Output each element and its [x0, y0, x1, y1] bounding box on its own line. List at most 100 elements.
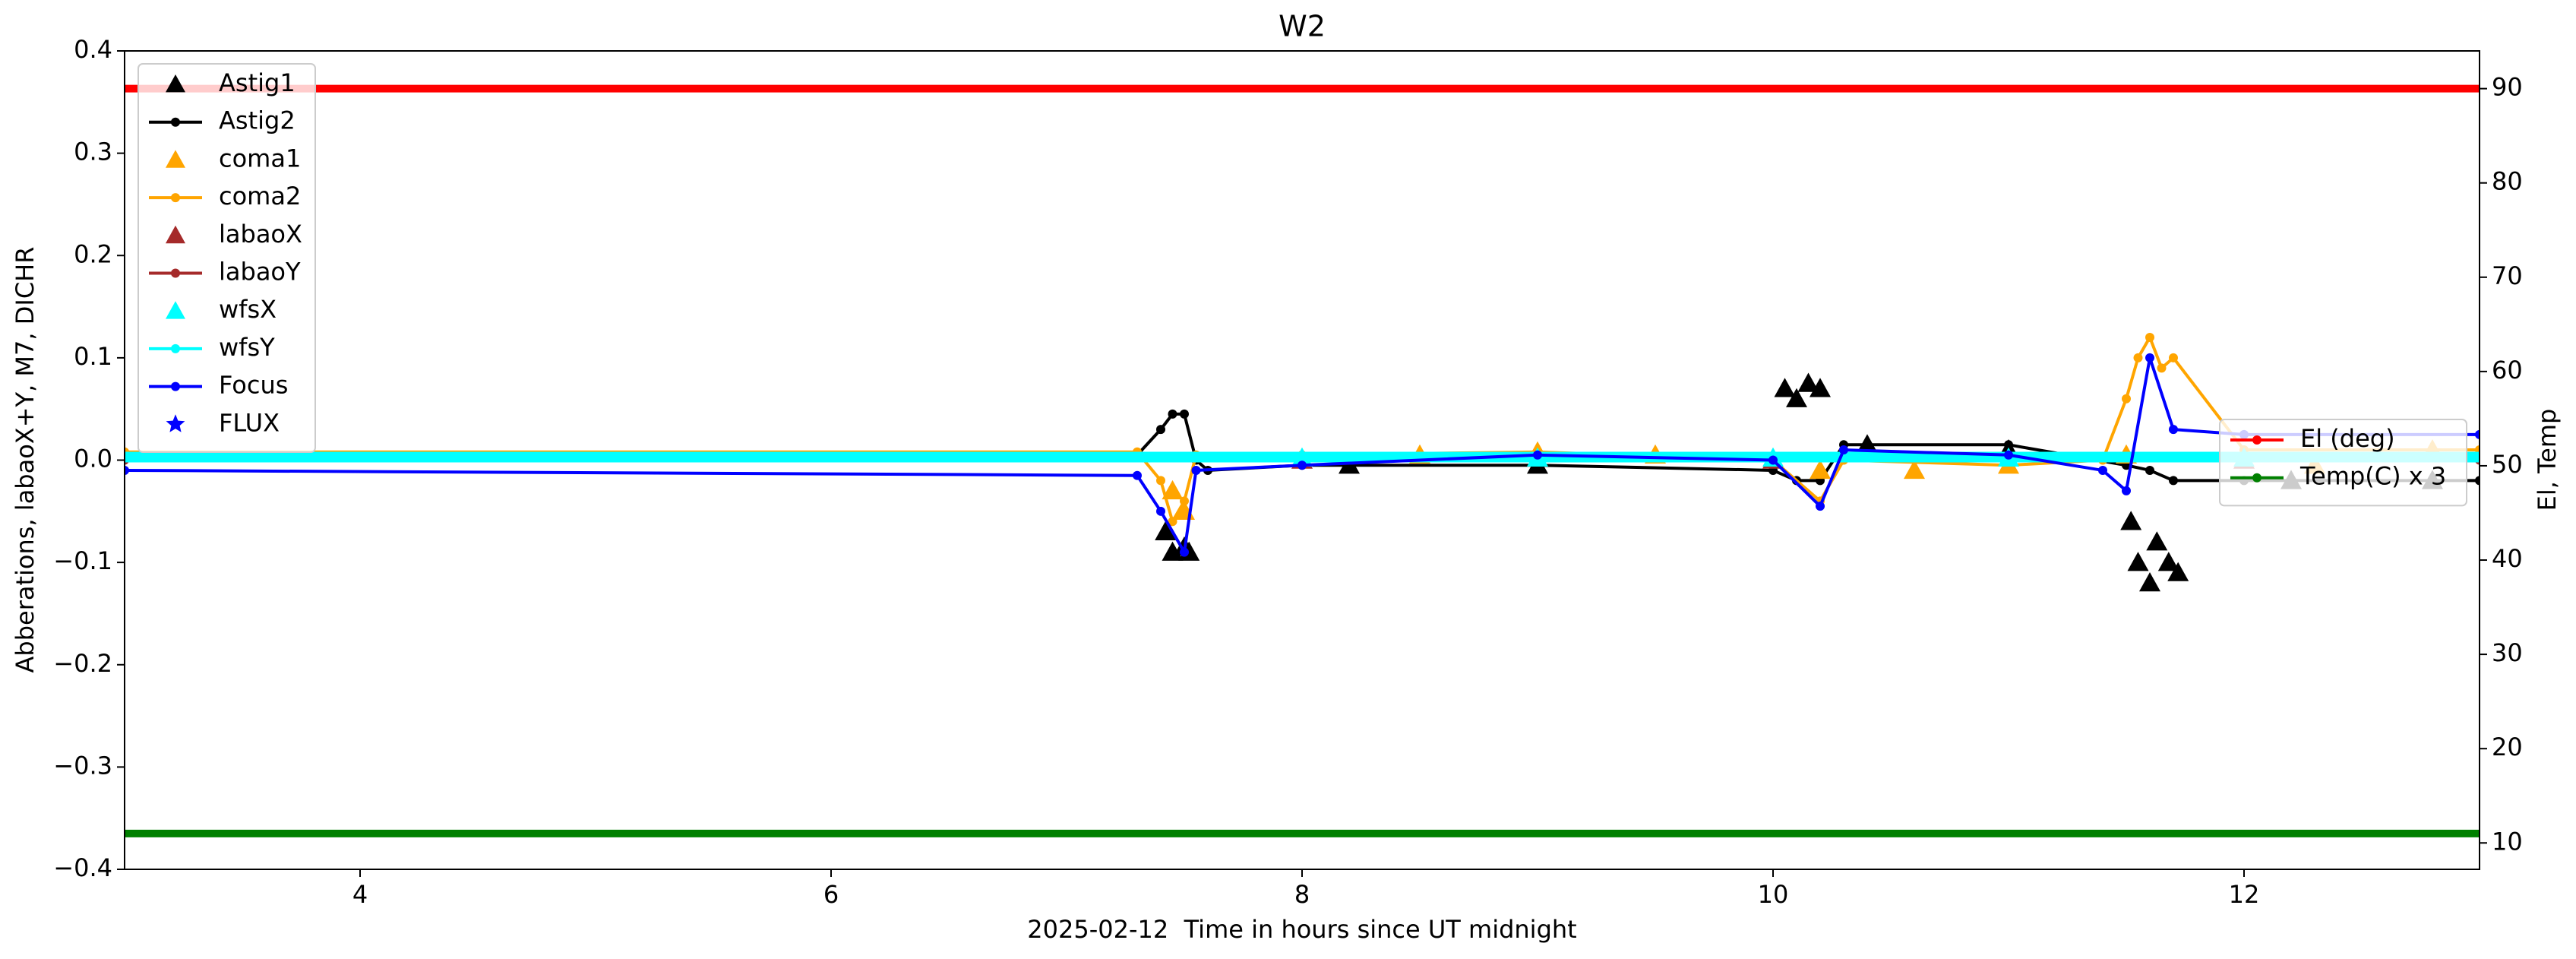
data-point: [2169, 353, 2178, 362]
data-point: [2146, 531, 2168, 551]
y2-tick-label: 90: [2492, 73, 2523, 102]
y2-tick-label: 10: [2492, 827, 2523, 856]
data-point: [1155, 521, 1177, 540]
data-point: [2167, 562, 2189, 581]
x-tick-label: 12: [2229, 880, 2260, 909]
y-tick-label: 0.1: [74, 342, 112, 371]
data-point: [1904, 459, 1925, 480]
data-point: [2133, 353, 2143, 362]
legend-label: wfsX: [219, 295, 277, 324]
legend-marker: [2252, 473, 2262, 483]
data-point: [1162, 480, 1184, 500]
y2-tick-label: 60: [2492, 356, 2523, 385]
data-point: [1774, 378, 1796, 397]
data-point: [125, 465, 129, 475]
data-point: [1180, 496, 1189, 506]
legend-label: Astig1: [219, 68, 296, 97]
data-point: [2169, 476, 2178, 486]
y-tick-label: −0.2: [53, 649, 112, 678]
data-point: [1533, 450, 1542, 460]
data-point: [2157, 552, 2179, 571]
y2-tick-label: 30: [2492, 638, 2523, 667]
data-point: [1156, 425, 1165, 435]
data-point: [1810, 459, 1831, 480]
x-tick-label: 6: [823, 880, 839, 909]
y-axis-label: Abberations, labaoX+Y, M7, DICHR: [11, 247, 40, 673]
data-point: [2120, 511, 2142, 530]
y-tick-label: −0.4: [53, 853, 112, 882]
legend-marker: [166, 414, 185, 432]
data-point: [1180, 409, 1189, 419]
legend-label: Focus: [219, 371, 288, 400]
data-point: [2127, 552, 2149, 571]
plot-area: [125, 84, 2480, 837]
data-point: [1191, 465, 1201, 475]
data-point: [1839, 445, 1848, 455]
x-tick-label: 8: [1294, 880, 1310, 909]
y2-axis-label: El, Temp: [2533, 409, 2562, 511]
legend-marker: [171, 381, 180, 391]
data-point: [2145, 332, 2154, 342]
data-point: [2157, 363, 2167, 373]
y2-tick-label: 50: [2492, 450, 2523, 479]
legend-label: coma2: [219, 182, 301, 210]
legend-marker: [171, 268, 180, 278]
data-point: [1297, 461, 1307, 470]
y-tick-label: 0.4: [74, 35, 112, 64]
data-point: [2004, 440, 2013, 450]
chart-title: W2: [1279, 10, 1326, 43]
legend-label: coma1: [219, 144, 301, 172]
data-point: [125, 452, 129, 462]
y2-tick-label: 80: [2492, 167, 2523, 196]
data-point: [1180, 547, 1189, 557]
y2-tick-label: 20: [2492, 733, 2523, 761]
legend-label: labaoY: [219, 258, 301, 286]
legend: Astig1 Astig2 coma1 coma2 labaoX labaoY wfsX wf…: [137, 63, 316, 453]
data-point: [2098, 465, 2107, 475]
y-tick-label: 0.3: [74, 138, 112, 166]
legend-label: Astig2: [219, 106, 296, 135]
legend-label: FLUX: [219, 408, 280, 437]
y2-tick-label: 70: [2492, 261, 2523, 290]
legend-marker: [166, 150, 185, 168]
y-tick-label: −0.3: [53, 751, 112, 780]
data-point: [1156, 476, 1165, 486]
legend-label: Temp(C) x 3: [2299, 462, 2446, 491]
data-point: [2004, 450, 2013, 460]
data-point: [1768, 455, 1778, 465]
data-point: [1168, 409, 1177, 419]
legend-marker: [171, 193, 180, 203]
legend-label: wfsY: [219, 333, 275, 362]
data-point: [1168, 517, 1177, 527]
data-point: [2475, 476, 2480, 486]
data-point: [2122, 394, 2131, 404]
data-point: [1133, 470, 1142, 480]
legend-box: [137, 63, 316, 453]
axes-frame: [124, 50, 2480, 870]
legend-y2: El (deg) Temp(C) x 3: [2219, 419, 2467, 507]
data-point: [1162, 541, 1184, 561]
legend-marker: [171, 343, 180, 353]
data-point: [2139, 572, 2160, 592]
x-axis-label: 2025-02-12 Time in hours since UT midnig…: [1027, 915, 1576, 944]
data-point: [2169, 425, 2178, 435]
data-point: [1786, 388, 1807, 407]
data-point: [2475, 452, 2480, 462]
data-point: [2475, 429, 2480, 439]
data-point: [2122, 486, 2131, 495]
data-point: [1797, 372, 1819, 392]
legend-label: labaoX: [219, 220, 302, 248]
data-point: [1156, 506, 1165, 516]
legend-marker: [166, 225, 185, 244]
data-point: [2145, 465, 2154, 475]
y-tick-label: −0.1: [53, 546, 112, 575]
legend-marker: [2252, 435, 2262, 445]
legend-marker: [166, 74, 185, 93]
data-point: [2145, 353, 2154, 362]
legend-marker: [166, 301, 185, 319]
data-point: [1816, 502, 1825, 511]
x-tick-label: 10: [1758, 880, 1789, 909]
y-tick-label: 0.2: [74, 239, 112, 268]
